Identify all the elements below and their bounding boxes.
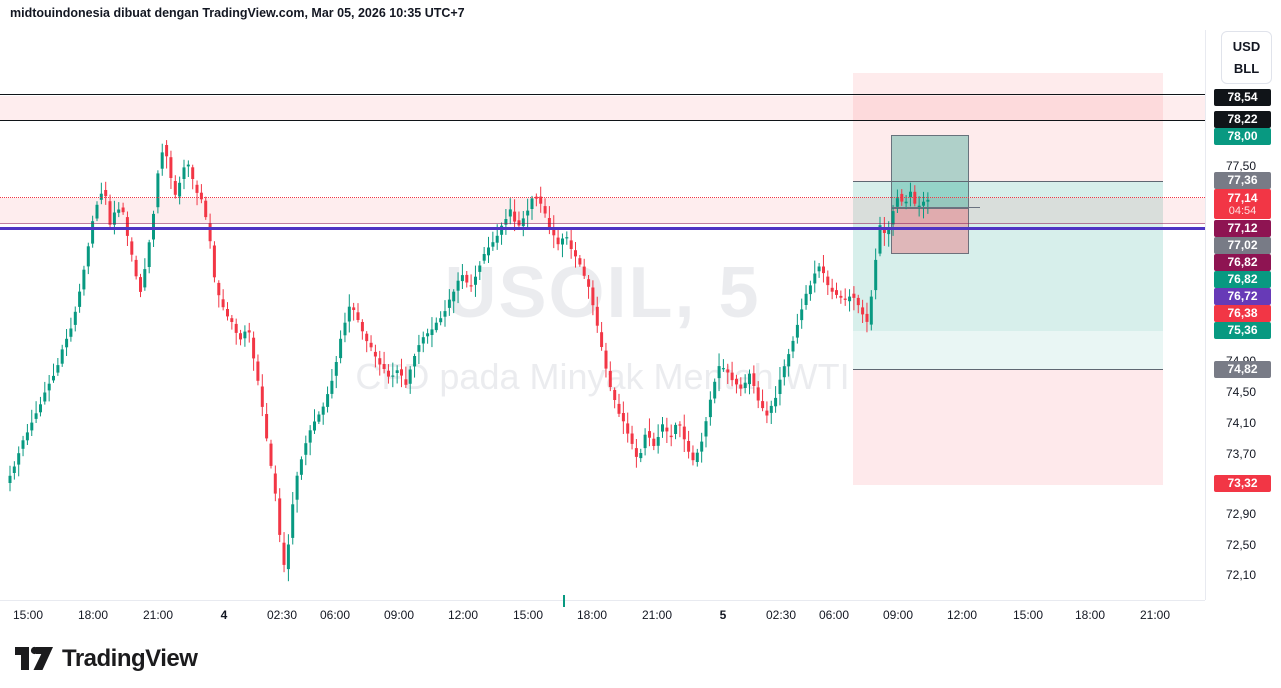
time-label: 12:00 — [946, 608, 978, 622]
price-label: 75,36 — [1214, 322, 1271, 339]
price-tick: 72,90 — [1225, 507, 1257, 521]
line-76-72 — [0, 226, 1205, 230]
countdown-timer: 04:54 — [1228, 205, 1257, 217]
price-label: 76,82 — [1214, 254, 1271, 271]
price-label: 77,36 — [1214, 172, 1271, 189]
upper-risk-zone — [853, 73, 1163, 182]
price-label: 77,12 — [1214, 220, 1271, 237]
price-axis[interactable]: 77,5074,9074,5074,1073,7072,9072,5072,10… — [1205, 30, 1281, 600]
time-label: 21:00 — [142, 608, 174, 622]
time-label: 15:00 — [1012, 608, 1044, 622]
long-profit-box — [891, 135, 969, 208]
time-label: 09:00 — [383, 608, 415, 622]
price-label: 76,72 — [1214, 288, 1271, 305]
time-label: 18:00 — [77, 608, 109, 622]
price-tick: 72,50 — [1225, 538, 1257, 552]
price-tick: 73,70 — [1225, 447, 1257, 461]
price-label: 77,14 04:54 — [1214, 189, 1271, 219]
time-label: 12:00 — [447, 608, 479, 622]
unit-selector: USD BLL — [1221, 31, 1272, 84]
line-77-36 — [853, 181, 1163, 183]
time-label: 21:00 — [641, 608, 673, 622]
time-label: 21:00 — [1139, 608, 1171, 622]
time-label: 02:30 — [765, 608, 797, 622]
resistance-band — [0, 96, 1205, 121]
line-78-54 — [0, 94, 1205, 96]
tradingview-logo-text: TradingView — [62, 645, 198, 672]
long-stop-box — [891, 208, 969, 254]
time-label: 15:00 — [12, 608, 44, 622]
current-price-line — [0, 197, 1205, 199]
price-label: 78,00 — [1214, 128, 1271, 145]
time-label: 06:00 — [818, 608, 850, 622]
price-tick: 74,10 — [1225, 416, 1257, 430]
unit-button[interactable]: BLL — [1233, 61, 1260, 76]
time-label: 09:00 — [882, 608, 914, 622]
time-label: 15:00 — [512, 608, 544, 622]
attribution-text: midtouindonesia dibuat dengan TradingVie… — [10, 6, 465, 20]
tradingview-logo[interactable]: TradingView — [14, 645, 198, 673]
price-tick: 74,50 — [1225, 385, 1257, 399]
time-label: 18:00 — [576, 608, 608, 622]
price-label: 74,82 — [1214, 361, 1271, 378]
price-label: 76,82 — [1214, 271, 1271, 288]
price-tick: 77,50 — [1225, 159, 1257, 173]
time-label: 06:00 — [319, 608, 351, 622]
price-label: 76,38 — [1214, 305, 1271, 322]
target-zone — [853, 182, 1163, 331]
entry-line-77-02 — [891, 207, 980, 209]
session-break-tick — [563, 595, 565, 607]
currency-button[interactable]: USD — [1232, 39, 1261, 54]
candlestick-series[interactable] — [0, 30, 1205, 600]
price-label: 78,54 — [1214, 89, 1271, 106]
line-76-82 — [0, 222, 1205, 224]
price-label: 78,22 — [1214, 111, 1271, 128]
time-axis[interactable]: 15:00 18:00 21:00 4 02:30 06:00 09:00 12:00 15:0… — [0, 595, 1205, 628]
price-tick: 72,10 — [1225, 568, 1257, 582]
current-price-band — [0, 198, 1205, 223]
price-label: 73,32 — [1214, 475, 1271, 492]
line-74-82 — [853, 369, 1163, 371]
line-78-22 — [0, 120, 1205, 122]
tradingview-logo-icon — [15, 646, 53, 670]
lower-risk-zone — [853, 370, 1163, 485]
time-label: 5 — [719, 608, 727, 622]
price-label: 77,02 — [1214, 237, 1271, 254]
chart-pane[interactable]: USOIL, 5 CFD pada Minyak Mentah WTI — [0, 30, 1205, 600]
time-label: 02:30 — [266, 608, 298, 622]
time-label: 4 — [220, 608, 228, 622]
time-label: 18:00 — [1074, 608, 1106, 622]
target-zone-ext — [853, 331, 1163, 370]
